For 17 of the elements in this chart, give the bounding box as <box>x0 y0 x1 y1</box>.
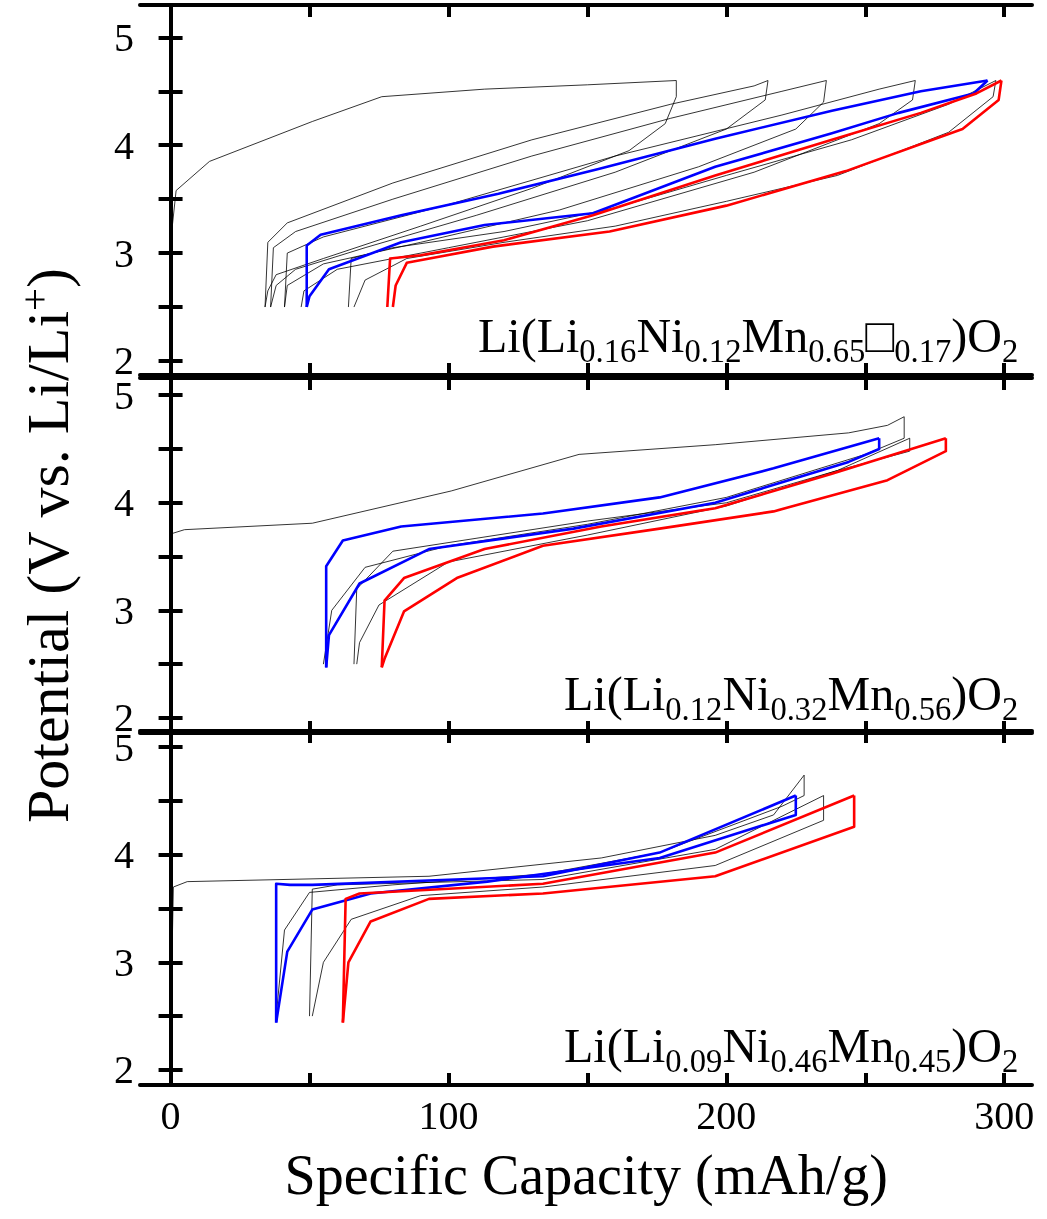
x-tick-label: 0 <box>160 1092 181 1138</box>
y-tick-label: 2 <box>114 338 134 384</box>
text: Li(Li$_{0.16}$Ni$_{0.12}$Mn$_{0.65}$□$_{0.17}$)O$_{2}$ <box>478 309 1019 369</box>
y-tick-label: 4 <box>114 832 134 878</box>
y-tick-label: 2 <box>114 1047 134 1093</box>
y-tick-label: 4 <box>114 122 134 168</box>
y-tick-label: 3 <box>114 230 134 276</box>
x-axis-title: Specific Capacity (mAh/g) <box>284 1143 888 1207</box>
annotation: Li(Li$_{0.09}$Ni$_{0.46}$Mn$_{0.45}$)O$_{2}$ <box>564 1018 1019 1079</box>
y-tick-label: 3 <box>114 939 134 985</box>
x-tick-label: 200 <box>696 1092 757 1138</box>
x-tick-label: 300 <box>974 1092 1035 1138</box>
y-tick-label: 4 <box>114 480 134 526</box>
y-tick-label: 3 <box>114 587 134 633</box>
y-tick-label: 5 <box>114 14 134 60</box>
annotation: Li(Li$_{0.12}$Ni$_{0.32}$Mn$_{0.56}$)O$_{2}$ <box>564 666 1019 727</box>
x-tick-label: 100 <box>418 1092 479 1138</box>
